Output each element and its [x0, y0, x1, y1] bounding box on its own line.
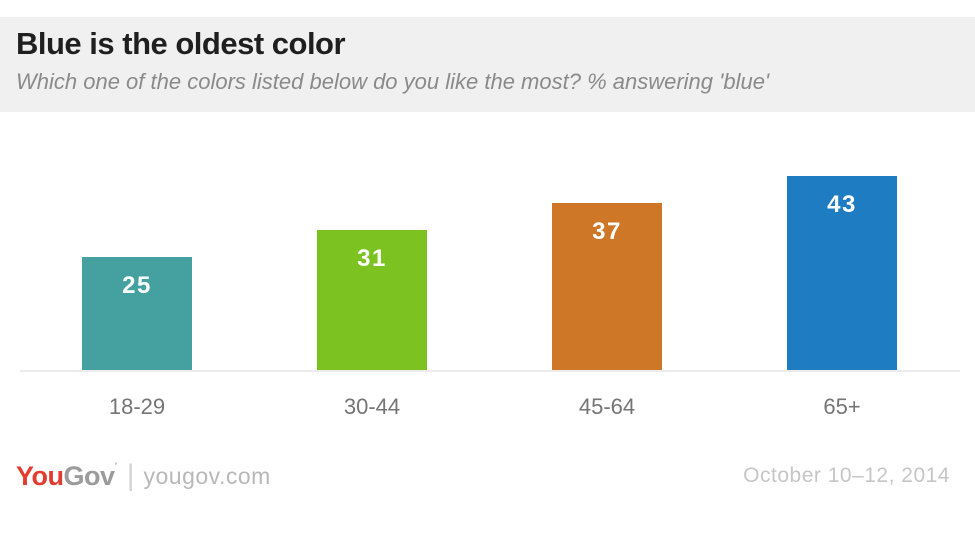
bar-65+: 43: [787, 176, 897, 370]
yougov-logo: YouGov’: [16, 460, 117, 492]
logo-trademark-icon: ’: [114, 460, 118, 474]
bar-value-label: 37: [592, 218, 622, 245]
category-label-65+: 65+: [823, 394, 861, 419]
category-label-30-44: 30-44: [343, 394, 401, 419]
chart-header: Blue is the oldest color Which one of th…: [0, 17, 975, 112]
category-label-18-29: 18-29: [108, 394, 166, 419]
chart-title: Blue is the oldest color: [16, 26, 346, 61]
logo-gov-text: Gov: [63, 461, 116, 491]
bar-value-label: 31: [357, 245, 387, 272]
survey-date: October 10–12, 2014: [743, 464, 950, 487]
logo-divider: |: [126, 459, 135, 492]
bar-30-44: 31: [317, 230, 427, 370]
chart-subtitle: Which one of the colors listed below do …: [16, 69, 770, 94]
footer-branding: YouGov’ | yougov.com: [16, 458, 271, 494]
category-label-45-64: 45-64: [578, 394, 636, 419]
bar-45-64: 37: [552, 203, 662, 370]
logo-you-text: You: [16, 461, 64, 491]
bar-value-label: 43: [827, 191, 857, 218]
bar-chart-plot-area: 25 18-29 31 30-44 37 45-64 43 65+: [20, 140, 960, 419]
bar-18-29: 25: [82, 257, 192, 370]
bar-value-label: 25: [122, 272, 152, 299]
yougov-url: yougov.com: [143, 462, 271, 489]
